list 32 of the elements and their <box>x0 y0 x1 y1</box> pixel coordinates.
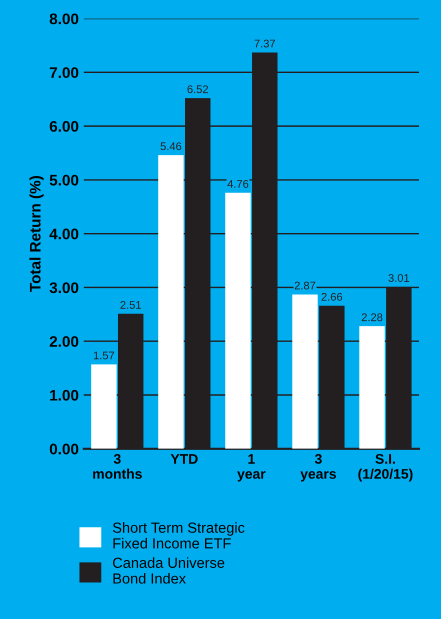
bar <box>359 326 385 449</box>
y-tick-label: 3.00 <box>50 282 78 294</box>
y-axis-title: Total Return (%) <box>29 176 44 292</box>
data-label: 3.01 <box>388 274 410 282</box>
data-label: 7.37 <box>254 40 276 48</box>
y-tick-label: 4.00 <box>49 228 78 240</box>
legend-label: Short Term Strategic Fixed Income ETF <box>112 522 245 549</box>
data-label: 2.66 <box>322 292 342 301</box>
y-tick-label: 7.00 <box>50 67 78 78</box>
bar <box>292 294 318 449</box>
x-tick-label: 3 months <box>93 454 142 479</box>
y-tick-label: 0.00 <box>50 444 78 454</box>
data-label: 2.51 <box>120 300 141 309</box>
data-label: 1.57 <box>94 352 114 360</box>
data-label: 5.46 <box>160 142 182 150</box>
bar <box>91 364 117 449</box>
y-tick-label: 6.00 <box>50 120 78 132</box>
y-tick-label: 8.00 <box>50 13 78 24</box>
data-label: 4.76 <box>227 180 248 188</box>
data-label: 2.87 <box>294 282 316 290</box>
y-tick-label: 1.00 <box>50 390 78 401</box>
bar <box>225 192 251 449</box>
x-tick-label: S.I. (1/20/15) <box>358 454 413 482</box>
data-label: 6.52 <box>187 85 208 94</box>
x-tick-label: 3 years <box>300 454 336 482</box>
x-tick-label: 1 year <box>237 454 266 482</box>
x-tick-label: YTD <box>170 454 198 464</box>
bar <box>158 155 184 449</box>
y-tick-label: 5.00 <box>50 174 78 186</box>
legend-label: Canada Universe Bond Index <box>112 557 224 584</box>
y-tick-label: 2.00 <box>50 336 78 347</box>
data-label: 2.28 <box>362 313 382 322</box>
